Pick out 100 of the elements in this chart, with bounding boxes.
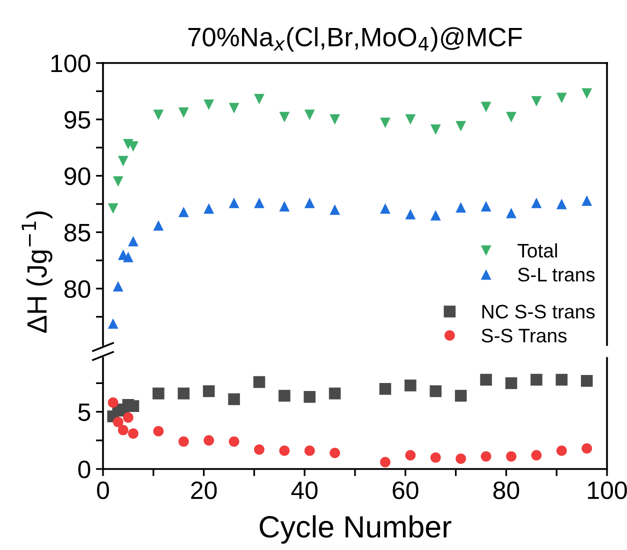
x-tick-label: 0 bbox=[97, 481, 109, 500]
point bbox=[128, 428, 138, 439]
point bbox=[531, 450, 542, 460]
point bbox=[228, 102, 240, 114]
point bbox=[480, 102, 492, 112]
point bbox=[152, 388, 164, 400]
point bbox=[582, 88, 592, 99]
chart-title: 70%Na$_{x}$(Cl,Br,MoO$_{4}$)@MCF bbox=[188, 27, 522, 52]
point bbox=[480, 451, 492, 462]
y-tick-label: 80 bbox=[64, 280, 90, 298]
point bbox=[228, 393, 240, 406]
point bbox=[108, 397, 118, 408]
point bbox=[253, 376, 266, 388]
point bbox=[112, 416, 124, 428]
y-tick-label: 85 bbox=[64, 224, 90, 242]
point bbox=[279, 112, 290, 122]
point bbox=[405, 114, 416, 125]
point bbox=[118, 156, 128, 166]
point bbox=[405, 208, 416, 220]
point bbox=[108, 318, 118, 329]
y-tick-label: 90 bbox=[64, 167, 90, 186]
y-axis-title: ΔH (Jg$^{−1}$) bbox=[22, 211, 52, 333]
point bbox=[454, 390, 467, 402]
point bbox=[505, 377, 518, 390]
x-tick-label: 40 bbox=[291, 481, 318, 500]
legend-label: S-S Trans bbox=[482, 328, 567, 342]
point bbox=[582, 443, 592, 454]
point bbox=[178, 107, 189, 118]
point bbox=[556, 374, 568, 386]
point bbox=[380, 118, 390, 128]
point bbox=[531, 198, 542, 208]
point bbox=[304, 445, 315, 456]
point bbox=[506, 208, 516, 218]
point bbox=[456, 120, 466, 132]
point bbox=[279, 445, 290, 456]
point bbox=[202, 385, 215, 398]
point bbox=[254, 198, 264, 208]
legend-label: Total bbox=[518, 243, 557, 258]
point bbox=[556, 445, 567, 456]
x-axis-title: Cycle Number bbox=[260, 515, 452, 544]
y-tick-label: 95 bbox=[64, 111, 90, 129]
point bbox=[304, 198, 315, 208]
point bbox=[328, 388, 341, 400]
point bbox=[380, 456, 390, 468]
point bbox=[480, 374, 492, 386]
point bbox=[118, 424, 128, 436]
point bbox=[580, 374, 593, 387]
point bbox=[506, 112, 516, 122]
x-tick-label: 60 bbox=[392, 481, 418, 500]
point bbox=[178, 388, 190, 400]
point bbox=[254, 94, 264, 104]
point bbox=[228, 198, 240, 208]
point bbox=[556, 92, 567, 104]
point bbox=[112, 281, 124, 292]
point bbox=[153, 110, 164, 120]
point bbox=[430, 210, 441, 220]
x-tick-label: 100 bbox=[588, 481, 627, 500]
y-tick-label: 5 bbox=[78, 404, 90, 422]
point bbox=[153, 426, 164, 436]
point bbox=[456, 202, 466, 213]
point bbox=[178, 436, 189, 447]
point bbox=[379, 382, 392, 395]
point bbox=[430, 385, 442, 398]
point bbox=[204, 435, 214, 446]
point bbox=[456, 453, 466, 464]
point bbox=[330, 448, 340, 458]
point bbox=[304, 110, 315, 120]
point bbox=[404, 380, 416, 392]
point bbox=[204, 203, 214, 214]
y-tick-label: 100 bbox=[51, 54, 90, 72]
legend-label: NC S-S trans bbox=[482, 304, 595, 319]
x-tick-label: 80 bbox=[493, 481, 520, 500]
point bbox=[582, 195, 592, 206]
point bbox=[480, 201, 492, 212]
point bbox=[506, 451, 516, 462]
point bbox=[430, 124, 441, 135]
point bbox=[254, 444, 264, 455]
point bbox=[556, 198, 567, 210]
point bbox=[204, 100, 214, 110]
y-tick-label: 0 bbox=[78, 460, 90, 478]
point bbox=[405, 450, 416, 460]
point bbox=[108, 203, 118, 214]
legend-label: S-L trans bbox=[518, 268, 595, 282]
point bbox=[178, 206, 189, 218]
point bbox=[278, 390, 290, 402]
point bbox=[128, 236, 138, 246]
point bbox=[228, 436, 240, 447]
point bbox=[122, 252, 134, 262]
point bbox=[430, 452, 441, 463]
x-tick-label: 20 bbox=[191, 481, 217, 500]
point bbox=[531, 96, 542, 107]
point bbox=[279, 201, 290, 212]
point bbox=[122, 412, 134, 423]
point bbox=[304, 391, 316, 403]
point bbox=[380, 203, 390, 214]
point bbox=[153, 220, 164, 231]
point bbox=[530, 374, 542, 386]
point bbox=[112, 176, 124, 187]
point bbox=[330, 204, 340, 215]
point bbox=[330, 114, 340, 125]
